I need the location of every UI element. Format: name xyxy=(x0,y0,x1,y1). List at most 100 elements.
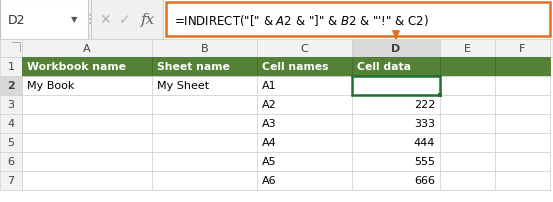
Bar xyxy=(0,40,553,58)
Bar xyxy=(495,96,550,115)
Bar xyxy=(495,115,550,133)
Text: Sheet name: Sheet name xyxy=(157,62,230,72)
Bar xyxy=(0,0,88,40)
Bar xyxy=(0,96,22,115)
Bar xyxy=(0,40,22,58)
Bar xyxy=(152,40,257,58)
Bar xyxy=(0,58,22,77)
Bar xyxy=(22,40,152,58)
Text: C: C xyxy=(301,44,309,54)
Text: Cell data: Cell data xyxy=(357,62,411,72)
Bar xyxy=(88,0,91,40)
Bar xyxy=(495,171,550,190)
Bar xyxy=(352,171,440,190)
Text: A2: A2 xyxy=(262,100,276,110)
Bar xyxy=(440,133,495,152)
Bar xyxy=(495,171,550,190)
Bar xyxy=(257,152,352,171)
Bar xyxy=(440,77,495,96)
Bar xyxy=(440,171,495,190)
Bar xyxy=(440,152,495,171)
Text: D2: D2 xyxy=(8,14,25,26)
Bar xyxy=(440,171,495,190)
Bar xyxy=(438,94,442,98)
Text: ⋮: ⋮ xyxy=(84,14,96,26)
Bar xyxy=(440,96,495,115)
Bar xyxy=(152,171,257,190)
Text: A3: A3 xyxy=(262,119,276,129)
Text: A6: A6 xyxy=(262,176,276,186)
Text: ✓: ✓ xyxy=(119,13,131,27)
Bar xyxy=(495,77,550,96)
Text: 111: 111 xyxy=(412,81,435,91)
Bar xyxy=(495,133,550,152)
Bar xyxy=(0,133,22,152)
Bar xyxy=(0,77,22,96)
Bar xyxy=(440,133,495,152)
Bar xyxy=(257,77,352,96)
Bar xyxy=(495,115,550,133)
Bar xyxy=(495,77,550,96)
Bar xyxy=(22,58,152,77)
Bar xyxy=(257,171,352,190)
Bar xyxy=(0,115,22,133)
Text: 444: 444 xyxy=(414,138,435,148)
Text: B: B xyxy=(201,44,208,54)
Bar xyxy=(440,152,495,171)
Text: Workbook name: Workbook name xyxy=(27,62,126,72)
Bar xyxy=(22,133,152,152)
Bar xyxy=(495,152,550,171)
Text: 333: 333 xyxy=(414,119,435,129)
Bar xyxy=(440,58,495,77)
Bar xyxy=(352,77,440,96)
Text: A: A xyxy=(83,44,91,54)
Bar xyxy=(495,152,550,171)
Text: 1: 1 xyxy=(8,62,14,72)
Bar xyxy=(257,96,352,115)
Bar xyxy=(0,152,22,171)
Bar xyxy=(440,115,495,133)
Text: 666: 666 xyxy=(414,176,435,186)
Bar xyxy=(257,133,352,152)
Bar xyxy=(152,152,257,171)
Text: 7: 7 xyxy=(7,176,14,186)
Text: A5: A5 xyxy=(262,157,276,167)
Bar xyxy=(22,96,152,115)
Bar xyxy=(352,58,440,77)
Bar xyxy=(440,115,495,133)
Text: 555: 555 xyxy=(414,157,435,167)
Text: 222: 222 xyxy=(414,100,435,110)
Bar xyxy=(22,171,152,190)
Text: 4: 4 xyxy=(7,119,14,129)
Bar xyxy=(352,96,440,115)
Text: ✕: ✕ xyxy=(99,13,111,27)
Bar xyxy=(0,171,22,190)
Bar xyxy=(440,96,495,115)
Bar xyxy=(257,40,352,58)
Bar xyxy=(440,40,495,58)
Bar xyxy=(152,115,257,133)
Bar xyxy=(152,133,257,152)
Bar xyxy=(22,77,152,96)
Bar xyxy=(257,58,352,77)
Text: A4: A4 xyxy=(262,138,276,148)
Text: 3: 3 xyxy=(8,100,14,110)
Text: My Sheet: My Sheet xyxy=(157,81,209,91)
Bar xyxy=(495,58,550,77)
Bar xyxy=(352,152,440,171)
Bar xyxy=(257,115,352,133)
Bar xyxy=(22,115,152,133)
Bar xyxy=(166,3,550,37)
Text: My Book: My Book xyxy=(27,81,74,91)
Text: E: E xyxy=(464,44,471,54)
Text: A1: A1 xyxy=(262,81,276,91)
Text: D: D xyxy=(392,44,400,54)
Bar xyxy=(495,40,550,58)
Text: 6: 6 xyxy=(8,157,14,167)
Text: 5: 5 xyxy=(8,138,14,148)
Text: fx: fx xyxy=(141,13,155,27)
Text: Cell names: Cell names xyxy=(262,62,328,72)
Text: 2: 2 xyxy=(7,81,15,91)
Bar xyxy=(152,77,257,96)
Text: F: F xyxy=(519,44,526,54)
